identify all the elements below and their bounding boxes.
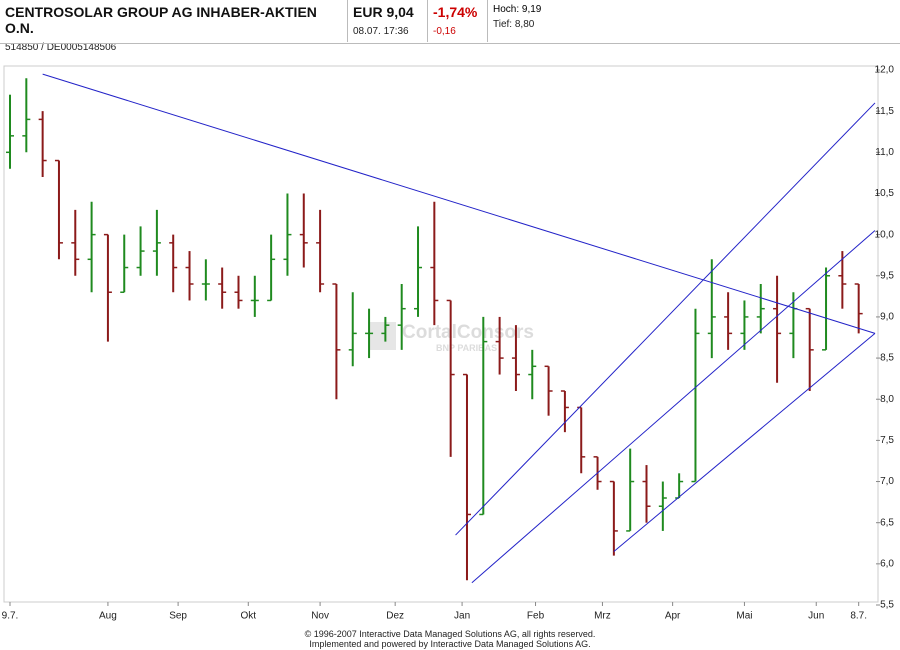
y-tick-label: 9,0 (880, 312, 894, 323)
header-rule (0, 43, 900, 44)
time: 08.07. 17:36 (353, 26, 409, 37)
stock-name: CENTROSOLAR GROUP AG INHABER-AKTIEN O.N. (5, 4, 317, 36)
x-tick-label: Jan (454, 611, 470, 622)
footer: © 1996-2007 Interactive Data Managed Sol… (0, 629, 900, 649)
trend-line (42, 73, 876, 334)
change: -0,16 (433, 26, 456, 37)
day-low: Tief: 8,80 (493, 19, 535, 30)
header-price-box: EUR 9,04 08.07. 17:36 (348, 0, 428, 42)
trend-line (455, 102, 876, 536)
chart: 5,5 6,0 6,5 7,0 7,5 8,0 8,5 9,0 9,5 10,0 10,5 11,0 1… (2, 65, 895, 622)
x-tick-label: Mrz (594, 611, 611, 622)
y-tick-label: 6,5 (880, 517, 894, 528)
day-high: Hoch: 9,19 (493, 4, 542, 15)
footer-line: © 1996-2007 Interactive Data Managed Sol… (304, 629, 596, 639)
x-tick-label: Nov (311, 611, 329, 622)
y-tick-label: 7,5 (880, 435, 894, 446)
x-tick-label: Aug (99, 611, 117, 622)
footer-line: Implemented and powered by Interactive D… (309, 639, 591, 649)
x-tick-label: 9.7. (2, 611, 19, 622)
x-tick-label: 8.7. (850, 611, 867, 622)
y-tick-label: 6,0 (880, 558, 894, 569)
y-tick-label: 7,0 (880, 476, 894, 487)
y-tick-label: 8,5 (880, 353, 894, 364)
y-tick-label: 11,5 (875, 106, 894, 117)
header-name-box: CENTROSOLAR GROUP AG INHABER-AKTIEN O.N.… (0, 0, 348, 53)
y-tick-label: 11,0 (875, 147, 894, 158)
stock-ids: 514850 / DE0005148506 (5, 42, 117, 53)
y-tick-label: 12,0 (875, 65, 895, 76)
x-tick-label: Okt (241, 611, 257, 622)
plot-frame (3, 65, 879, 603)
y-tick-label: 10,0 (875, 229, 895, 240)
y-tick-label: 8,0 (880, 394, 894, 405)
trend-line (613, 333, 876, 552)
header-range-box: Hoch: 9,19 Tief: 8,80 (488, 0, 568, 42)
y-tick-label: 9,5 (880, 270, 894, 281)
watermark-sub: BNP PARIBAS (436, 343, 498, 353)
change-pct: -1,74% (433, 4, 478, 20)
x-tick-label: Dez (386, 611, 404, 622)
watermark-brand: CortalConsors (402, 322, 534, 343)
x-tick-label: Apr (665, 611, 681, 622)
x-tick-label: Mai (736, 611, 752, 622)
trend-line (471, 230, 876, 584)
price: EUR 9,04 (353, 4, 414, 20)
x-tick-label: Feb (527, 611, 545, 622)
y-tick-label: 5,5 (880, 600, 894, 611)
x-tick-label: Sep (169, 611, 187, 622)
header-change-box: -1,74% -0,16 (428, 0, 488, 42)
y-tick-label: 10,5 (875, 188, 895, 199)
x-tick-label: Jun (808, 611, 824, 622)
watermark-logo (368, 322, 396, 350)
